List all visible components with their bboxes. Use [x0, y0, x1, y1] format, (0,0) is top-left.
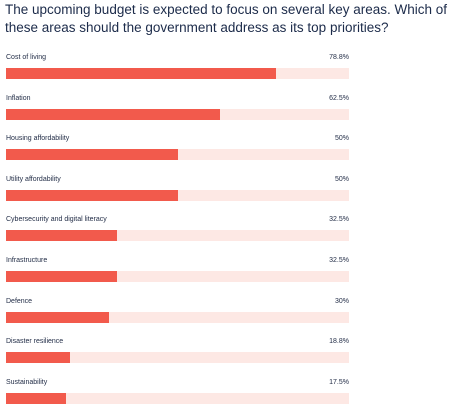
bar — [6, 108, 221, 120]
category-label: Disaster resilience — [6, 338, 64, 346]
bar-row: Disaster resilience 18.8% — [6, 337, 349, 377]
bar-row: Cost of living 78.8% — [6, 53, 349, 93]
bar-row: Housing affordability 50% — [6, 134, 349, 174]
bar-row: Inflation 62.5% — [6, 94, 349, 134]
value-label: 78.8% — [329, 54, 349, 61]
bar — [6, 392, 67, 404]
bar-track — [6, 271, 349, 282]
chart-title: The upcoming budget is expected to focus… — [5, 2, 447, 35]
bar-track — [6, 189, 349, 201]
value-label: 30% — [334, 297, 349, 305]
bar — [6, 230, 118, 242]
bar — [6, 68, 277, 79]
category-label: Cybersecurity and digital literacy — [6, 216, 107, 224]
value-label: 17.5% — [329, 378, 349, 386]
bar-track — [6, 392, 349, 404]
bar-track — [6, 230, 349, 242]
bar-row: Utility affordability 50% — [6, 175, 349, 215]
category-label: Sustainability — [6, 378, 48, 386]
category-label: Housing affordability — [6, 135, 70, 143]
bar — [6, 149, 178, 161]
category-label: Inflation — [6, 94, 31, 102]
value-label: 50% — [334, 135, 349, 143]
bar-row: Sustainability 17.5% — [6, 378, 349, 418]
bar-row: Infrastructure 32.5% — [6, 256, 349, 296]
category-label: Utility affordability — [6, 175, 61, 183]
bar — [6, 271, 118, 282]
value-label: 32.5% — [329, 257, 349, 264]
bar — [6, 352, 71, 364]
bar-track — [6, 311, 349, 323]
value-label: 62.5% — [329, 94, 349, 102]
bar-row: Cybersecurity and digital literacy 32.5% — [6, 215, 349, 255]
bar-track — [6, 352, 349, 364]
value-label: 50% — [334, 175, 349, 183]
bar-track — [6, 68, 349, 79]
category-label: Cost of living — [6, 54, 47, 61]
category-label: Defence — [6, 297, 33, 305]
value-label: 18.8% — [329, 338, 349, 346]
bar — [6, 189, 178, 201]
category-label: Infrastructure — [6, 257, 48, 264]
bar-track — [6, 108, 349, 120]
bar-row: Defence 30% — [6, 297, 349, 337]
bar-track — [6, 149, 349, 161]
value-label: 32.5% — [329, 216, 349, 224]
bar — [6, 311, 109, 323]
